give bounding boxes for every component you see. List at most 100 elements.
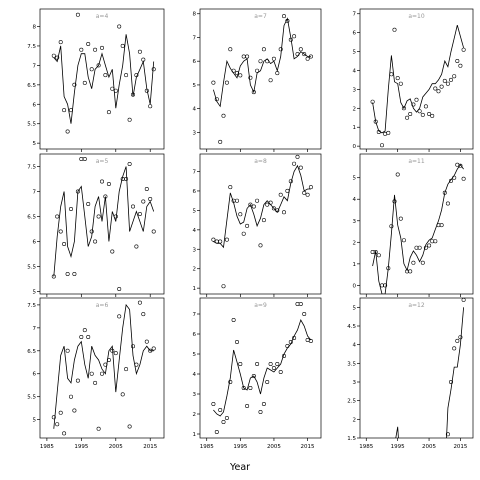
data-point <box>376 130 381 135</box>
data-point <box>298 47 303 52</box>
y-tick-label: 7 <box>193 312 197 318</box>
data-point <box>408 269 413 274</box>
series-line <box>213 164 311 249</box>
y-tick-label: 2 <box>353 106 357 112</box>
data-point <box>461 298 466 302</box>
data-point <box>278 47 283 52</box>
y-tick-label: 7 <box>353 12 357 18</box>
data-point <box>231 317 236 322</box>
y-tick-label: 7.5 <box>27 165 36 171</box>
data-point <box>148 197 153 202</box>
data-point <box>231 68 236 73</box>
data-point <box>398 216 403 221</box>
data-point <box>241 54 246 59</box>
x-tick-label: 2005 <box>422 444 436 450</box>
x-tick-label: 1995 <box>233 444 247 450</box>
y-tick-label: 4 <box>353 197 357 203</box>
data-point <box>106 110 111 115</box>
y-tick-label: 5 <box>33 290 37 296</box>
data-point <box>292 161 297 166</box>
data-point <box>295 301 300 306</box>
data-point <box>79 47 84 52</box>
data-point <box>103 194 108 199</box>
data-point <box>134 362 139 367</box>
data-point <box>241 231 246 236</box>
data-point <box>420 112 425 117</box>
y-tick-label: 5 <box>353 176 357 182</box>
x-tick-label: 1985 <box>40 444 54 450</box>
data-point <box>214 239 219 244</box>
x-tick-label: 1995 <box>74 444 88 450</box>
data-point <box>51 274 56 279</box>
data-point <box>211 401 216 406</box>
y-tick-label: 3 <box>353 219 357 225</box>
data-point <box>461 47 466 52</box>
data-point <box>448 77 453 82</box>
panel-frame <box>359 8 474 150</box>
panel-label: a=11 <box>408 158 425 165</box>
data-point <box>93 380 98 385</box>
data-point <box>151 67 156 72</box>
panel-frame <box>39 153 165 295</box>
data-point <box>445 201 450 206</box>
data-point <box>288 339 293 344</box>
data-point <box>298 165 303 170</box>
panel-label: a=10 <box>408 13 425 20</box>
data-point <box>370 99 375 104</box>
data-point <box>110 348 115 353</box>
data-point <box>430 113 435 118</box>
y-tick-label: 6 <box>33 240 37 246</box>
y-tick-label: 6.5 <box>27 215 36 221</box>
data-point <box>113 351 118 356</box>
y-tick-label: 5 <box>193 352 197 358</box>
data-point <box>445 432 450 437</box>
data-point <box>445 81 450 86</box>
y-tick-label: 3 <box>353 380 357 386</box>
panel-5: a=8 1 2 3 4 5 6 7 <box>193 153 322 297</box>
data-point <box>285 343 290 348</box>
y-tick-label: 1 <box>193 432 197 438</box>
data-point <box>124 73 129 78</box>
data-point <box>127 424 132 429</box>
data-point <box>144 88 149 93</box>
data-point <box>96 63 101 68</box>
y-tick-label: 8 <box>193 12 197 18</box>
data-point <box>281 210 286 215</box>
data-point <box>373 119 378 124</box>
y-tick-label: 4 <box>193 372 197 378</box>
data-point <box>308 338 313 343</box>
data-point <box>110 249 115 254</box>
y-tick-label: 2.5 <box>347 399 356 405</box>
data-point <box>72 271 77 276</box>
y-tick-label: 2 <box>193 267 197 273</box>
panel-7: a=10 0 1 2 3 4 5 6 7 <box>353 8 474 152</box>
data-point <box>134 244 139 249</box>
data-point <box>285 188 290 193</box>
y-tick-label: 4 <box>193 228 197 234</box>
data-point <box>452 175 457 180</box>
data-point <box>271 56 276 61</box>
panel-9: a=12 1.5 2 2.5 3 3.5 4 4.5 5 1985 1995 2005 2015 <box>347 297 474 450</box>
series-line <box>213 319 312 417</box>
x-tick-label: 1985 <box>200 444 214 450</box>
data-point <box>137 212 142 217</box>
data-point <box>96 214 101 219</box>
data-point <box>405 115 410 120</box>
y-tick-label: 2 <box>193 412 197 418</box>
data-point <box>308 54 313 59</box>
data-point <box>423 104 428 109</box>
y-tick-label: 4 <box>353 343 357 349</box>
data-point <box>89 371 94 376</box>
y-tick-label: 5 <box>353 305 357 311</box>
panel-6: a=9 1 2 3 4 5 6 7 1985 1995 2005 2015 <box>193 297 322 450</box>
y-tick-label: 7 <box>33 63 37 69</box>
data-point <box>148 104 153 109</box>
y-tick-label: 6 <box>33 102 37 108</box>
y-tick-label: 8 <box>33 25 37 31</box>
panel-label: a=7 <box>254 13 267 20</box>
data-point <box>383 283 388 288</box>
data-point <box>261 218 266 223</box>
data-point <box>271 206 276 211</box>
data-point <box>401 106 406 111</box>
data-point <box>224 237 229 242</box>
